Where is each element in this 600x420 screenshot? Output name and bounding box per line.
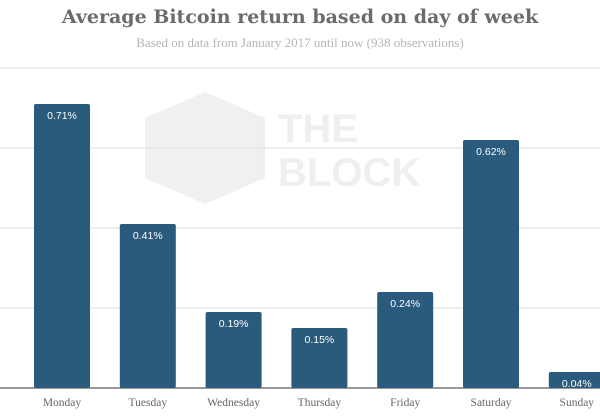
data-label: 0.19% (219, 318, 249, 330)
bar-wednesday (205, 312, 262, 388)
bar-sunday (548, 372, 600, 388)
data-label: 0.04% (562, 378, 592, 390)
chart-title: Average Bitcoin return based on day of w… (61, 6, 539, 28)
data-label: 0.41% (133, 230, 163, 242)
data-label: 0.62% (476, 146, 506, 158)
data-label: 0.24% (390, 298, 420, 310)
bar-saturday (463, 140, 519, 388)
watermark-text-block: BLOCK (278, 151, 420, 195)
bar-friday (377, 292, 434, 388)
bar-tuesday (119, 224, 176, 388)
chart-subtitle: Based on data from January 2017 until no… (136, 35, 464, 50)
data-label: 0.15% (305, 334, 335, 346)
x-tick-label: Sunday (560, 397, 595, 409)
watermark-text-the: THE (278, 107, 358, 151)
bar-monday (34, 104, 90, 388)
x-tick-label: Tuesday (129, 397, 168, 409)
bar-thursday (291, 328, 348, 388)
x-tick-label: Monday (43, 397, 82, 409)
x-tick-label: Wednesday (207, 397, 260, 409)
x-tick-label: Thursday (298, 397, 342, 409)
x-tick-label: Friday (390, 397, 420, 409)
data-label: 0.71% (47, 110, 77, 122)
x-tick-label: Saturday (471, 397, 512, 409)
